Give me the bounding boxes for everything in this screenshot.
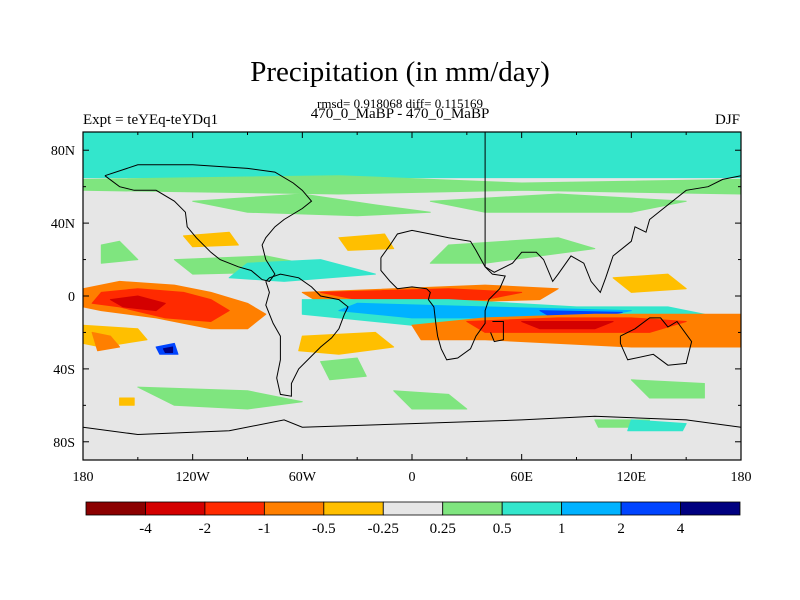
y-tick-label: 80N <box>51 144 75 159</box>
plot-subtitle: 470_0_MaBP - 470_0_MaBP <box>310 106 490 122</box>
colorbar-swatch <box>145 501 206 516</box>
x-tick-label: 120E <box>617 470 647 485</box>
precip-region-30 <box>630 379 705 399</box>
colorbar-label: 2 <box>617 521 625 537</box>
colorbar-swatch <box>85 501 146 516</box>
stats-line: rmsd= 0.918068 diff= 0.115169 <box>317 96 483 111</box>
y-tick-label: 0 <box>68 290 75 305</box>
colorbar-label: -0.25 <box>368 521 399 537</box>
x-tick-label: 120W <box>176 470 211 485</box>
season-label: DJF <box>714 112 740 128</box>
coastline-south-america <box>265 273 349 397</box>
precip-region-5 <box>338 233 395 251</box>
precip-region-29 <box>393 390 468 410</box>
precip-region-17 <box>91 331 121 352</box>
y-tick-label: 40N <box>51 217 75 232</box>
colorbar-label: 0.25 <box>430 521 456 537</box>
colorbar-label: -0.5 <box>312 521 336 537</box>
coastline-north-america <box>104 164 313 282</box>
x-tick-label: 0 <box>409 470 416 485</box>
x-tick-label: 60E <box>510 470 533 485</box>
precip-region-19 <box>162 346 174 353</box>
precip-field <box>83 132 741 432</box>
precip-region-4 <box>183 231 239 248</box>
coastline-africa <box>380 229 506 361</box>
coastline-australia <box>619 317 693 366</box>
colorbar-swatch <box>561 501 622 516</box>
x-tick-label: 180 <box>731 470 752 485</box>
y-tick-label: 80S <box>53 436 75 451</box>
colorbar-swatch <box>323 501 384 516</box>
x-tick-label: 180 <box>73 470 94 485</box>
precip-region-0 <box>83 132 741 179</box>
colorbar-swatch <box>382 501 444 516</box>
coastline-asia <box>484 132 741 294</box>
precip-region-26 <box>612 273 687 293</box>
coastline-antarctica <box>83 415 741 436</box>
colorbar-label: 4 <box>677 521 685 537</box>
y-tick-label: 40S <box>53 363 75 378</box>
precip-region-25 <box>521 321 614 330</box>
precip-region-12 <box>109 295 166 312</box>
precip-region-28 <box>137 386 303 410</box>
precip-region-7 <box>100 240 139 264</box>
experiment-label: Expt = teYEq-teYDq1 <box>83 112 219 128</box>
colorbar-label: 1 <box>558 521 566 537</box>
colorbar: -4 -2 -1 -0.5 -0.25 0.25 0.5 1 2 4 <box>85 501 741 537</box>
precip-region-9 <box>228 259 376 282</box>
colorbar-swatch <box>501 501 563 516</box>
colorbar-swatch <box>620 501 681 516</box>
precip-region-33 <box>627 419 687 432</box>
colorbar-label: 0.5 <box>493 521 512 537</box>
precip-region-27 <box>320 357 367 381</box>
x-tick-label: 60W <box>289 470 317 485</box>
precip-region-32 <box>119 397 135 406</box>
precip-region-3 <box>429 193 687 213</box>
plot-title: Precipitation (in mm/day) <box>250 56 550 88</box>
precip-region-2 <box>192 193 431 217</box>
colorbar-label: -2 <box>199 521 212 537</box>
coastline-madagascar <box>490 321 504 343</box>
precip-region-16 <box>298 331 395 355</box>
colorbar-swatch <box>680 501 741 516</box>
colorbar-swatch <box>442 501 503 516</box>
colorbar-swatch <box>204 501 265 516</box>
colorbar-label: -4 <box>139 521 152 537</box>
coastlines <box>83 132 741 436</box>
precip-region-1 <box>83 175 741 195</box>
colorbar-swatch <box>263 501 325 516</box>
colorbar-label: -1 <box>258 521 271 537</box>
